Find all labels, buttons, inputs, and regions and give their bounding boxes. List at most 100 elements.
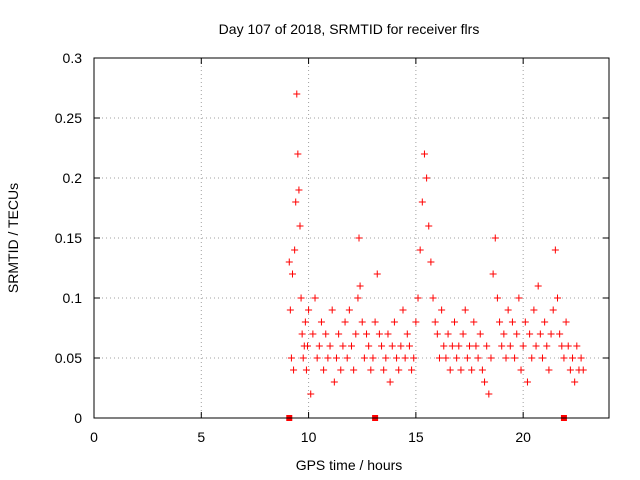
data-point (513, 330, 521, 338)
data-point (487, 354, 495, 362)
data-point (474, 354, 482, 362)
data-point (476, 330, 484, 338)
data-point (343, 354, 351, 362)
data-point (330, 378, 338, 386)
data-point (304, 342, 312, 350)
data-point (412, 318, 420, 326)
data-point (286, 306, 294, 314)
data-point (496, 318, 504, 326)
data-point (538, 354, 546, 362)
data-point (309, 330, 317, 338)
data-point (481, 378, 489, 386)
data-point (558, 342, 566, 350)
data-point (511, 354, 519, 362)
data-point (395, 366, 403, 374)
y-axis-label: SRMTID / TECUs (5, 183, 21, 293)
data-point (530, 306, 538, 314)
data-point (382, 354, 390, 362)
data-point (367, 366, 375, 374)
data-point (526, 330, 534, 338)
data-point (322, 330, 330, 338)
x-axis-label: GPS time / hours (296, 457, 403, 473)
y-tick-label: 0 (74, 410, 82, 426)
y-tick-label: 0.15 (55, 230, 82, 246)
y-tick-label: 0.1 (63, 290, 83, 306)
data-point (397, 342, 405, 350)
data-point (320, 366, 328, 374)
data-point (506, 342, 514, 350)
data-point (326, 342, 334, 350)
data-point (335, 330, 343, 338)
data-point (566, 366, 574, 374)
data-point (298, 330, 306, 338)
data-point (438, 306, 446, 314)
data-point (425, 222, 433, 230)
data-point (461, 306, 469, 314)
data-point (556, 330, 564, 338)
data-point (446, 366, 454, 374)
data-point (356, 282, 364, 290)
x-tick-labels: 0 5 10 15 20 (90, 429, 531, 445)
data-point (393, 354, 401, 362)
data-point (358, 318, 366, 326)
data-point (564, 342, 572, 350)
data-point (523, 378, 531, 386)
data-point (517, 366, 525, 374)
data-point (448, 342, 456, 350)
data-point (285, 258, 293, 266)
grid-lines (94, 58, 609, 418)
data-point (541, 318, 549, 326)
data-point (386, 378, 394, 386)
data-point (296, 222, 304, 230)
data-point (301, 318, 309, 326)
data-point (519, 342, 527, 350)
data-point (468, 366, 476, 374)
data-point (354, 294, 362, 302)
data-point (442, 354, 450, 362)
data-point (317, 318, 325, 326)
data-point (302, 366, 310, 374)
data-point (341, 318, 349, 326)
data-point (339, 342, 347, 350)
data-point (291, 246, 299, 254)
data-point (534, 282, 542, 290)
x-tick-label: 0 (90, 429, 98, 445)
y-tick-label: 0.3 (63, 50, 83, 66)
tick-marks (93, 57, 609, 419)
data-point (324, 354, 332, 362)
data-point (363, 330, 371, 338)
data-point (521, 318, 529, 326)
data-point (295, 186, 303, 194)
data-point (579, 366, 587, 374)
data-point (547, 330, 555, 338)
data-point (455, 342, 463, 350)
data-point (292, 198, 300, 206)
data-point (384, 330, 392, 338)
data-point (337, 366, 345, 374)
data-point (554, 294, 561, 302)
data-point (294, 150, 302, 158)
data-point (573, 342, 581, 350)
data-point (478, 366, 486, 374)
data-point (315, 342, 323, 350)
data-points (285, 90, 587, 398)
y-tick-label: 0.2 (63, 170, 83, 186)
data-point (435, 354, 443, 362)
data-point (472, 342, 480, 350)
data-point (311, 294, 319, 302)
data-point (348, 342, 355, 350)
data-point (423, 174, 431, 182)
data-point (371, 318, 379, 326)
data-point (427, 258, 435, 266)
data-point (562, 318, 570, 326)
data-point (388, 342, 396, 350)
data-point (293, 90, 301, 98)
data-point (373, 270, 381, 278)
data-point (429, 294, 437, 302)
x-tick-label: 20 (515, 429, 531, 445)
data-point (313, 354, 321, 362)
data-point (498, 342, 506, 350)
data-point (365, 342, 373, 350)
data-point (378, 342, 386, 350)
